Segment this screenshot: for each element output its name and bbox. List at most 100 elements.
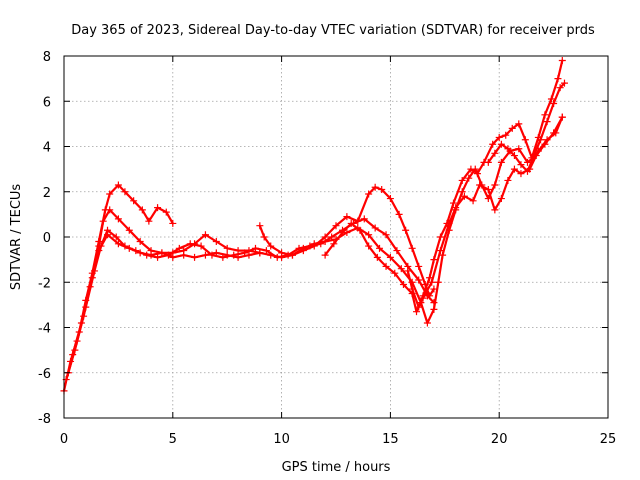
y-tick-label: -8 <box>38 412 51 427</box>
series-line <box>67 217 435 374</box>
data-point-marker <box>426 292 434 300</box>
y-tick-label: 0 <box>43 231 51 246</box>
data-point-marker <box>138 206 146 214</box>
data-point-marker <box>371 224 379 232</box>
data-point-marker <box>541 111 549 119</box>
data-point-marker <box>154 253 162 261</box>
data-point-marker <box>415 303 423 311</box>
data-point-marker <box>130 197 138 205</box>
data-point-marker <box>469 197 477 205</box>
data-point-marker <box>395 210 403 218</box>
x-tick-label: 15 <box>382 432 399 447</box>
x-tick-label: 20 <box>491 432 508 447</box>
data-point-marker <box>77 319 85 327</box>
data-point-marker <box>504 176 512 184</box>
data-point-marker <box>365 190 373 198</box>
data-point-marker <box>510 152 518 160</box>
data-point-marker <box>436 233 444 241</box>
data-point-marker <box>376 244 384 252</box>
series-line <box>258 186 435 297</box>
series-line <box>406 59 564 309</box>
data-point-marker <box>86 283 94 291</box>
data-point-marker <box>69 351 77 359</box>
data-point-marker <box>223 251 231 259</box>
data-point-marker <box>136 238 144 246</box>
data-point-marker <box>502 131 510 139</box>
data-point-marker <box>112 233 120 241</box>
data-point-marker <box>458 176 466 184</box>
data-point-marker <box>408 285 416 293</box>
data-point-marker <box>347 219 355 227</box>
data-point-marker <box>378 185 386 193</box>
data-point-marker <box>169 219 177 227</box>
x-tick-label: 5 <box>169 432 177 447</box>
data-point-marker <box>147 251 155 259</box>
data-point-marker <box>491 206 499 214</box>
data-point-marker <box>430 285 438 293</box>
data-point-marker <box>114 215 122 223</box>
data-point-marker <box>114 181 122 189</box>
data-point-marker <box>365 242 373 250</box>
data-point-marker <box>201 251 209 259</box>
data-point-marker <box>391 269 399 277</box>
grid-lines <box>64 56 608 418</box>
series-track-1 <box>60 181 177 395</box>
data-point-marker <box>491 149 499 157</box>
x-tick-label: 10 <box>273 432 290 447</box>
data-point-marker <box>508 124 516 132</box>
data-point-marker <box>497 195 505 203</box>
data-point-marker <box>554 75 562 83</box>
data-point-marker <box>180 251 188 259</box>
y-tick-label: 6 <box>43 95 51 110</box>
data-point-marker <box>99 217 107 225</box>
data-point-marker <box>330 240 338 248</box>
data-point-marker <box>245 251 253 259</box>
data-point-marker <box>106 206 114 214</box>
data-point-marker <box>256 249 264 257</box>
data-point-marker <box>515 120 523 128</box>
data-point-marker <box>212 238 220 246</box>
data-point-marker <box>382 262 390 270</box>
series-track-8 <box>484 79 568 175</box>
data-point-marker <box>234 253 242 261</box>
data-point-marker <box>430 256 438 264</box>
data-point-marker <box>552 129 560 137</box>
data-point-marker <box>473 170 481 178</box>
x-tick-label: 0 <box>60 432 68 447</box>
y-tick-label: 8 <box>43 50 51 65</box>
series-track-6 <box>321 113 566 316</box>
data-point-marker <box>547 95 555 103</box>
data-point-marker <box>321 251 329 259</box>
data-point-marker <box>497 140 505 148</box>
data-point-marker <box>158 249 166 257</box>
data-point-marker <box>556 84 564 92</box>
data-point-marker <box>278 249 286 257</box>
data-point-marker <box>373 253 381 261</box>
series-track-3 <box>64 215 438 377</box>
data-point-marker <box>186 240 194 248</box>
data-point-marker <box>423 319 431 327</box>
data-point-marker <box>393 247 401 255</box>
data-point-marker <box>443 219 451 227</box>
data-point-marker <box>399 281 407 289</box>
data-point-marker <box>476 181 484 189</box>
y-tick-label: -4 <box>38 322 51 337</box>
data-point-marker <box>162 208 170 216</box>
data-point-marker <box>560 79 568 87</box>
data-point-marker <box>360 215 368 223</box>
data-point-marker <box>175 244 183 252</box>
data-point-marker <box>321 233 329 241</box>
y-axis-label: SDTVAR / TECUs <box>9 184 24 291</box>
data-point-marker <box>523 167 531 175</box>
data-point-marker <box>95 247 103 255</box>
data-point-marker <box>458 188 466 196</box>
data-point-marker <box>543 118 551 126</box>
data-point-marker <box>484 185 492 193</box>
chart-title: Day 365 of 2023, Sidereal Day-to-day VTE… <box>71 23 595 38</box>
data-point-marker <box>223 244 231 252</box>
series-track-4 <box>69 113 566 359</box>
data-series-layer <box>60 57 568 395</box>
data-point-marker <box>104 231 112 239</box>
data-point-marker <box>550 100 558 108</box>
data-point-marker <box>356 226 364 234</box>
